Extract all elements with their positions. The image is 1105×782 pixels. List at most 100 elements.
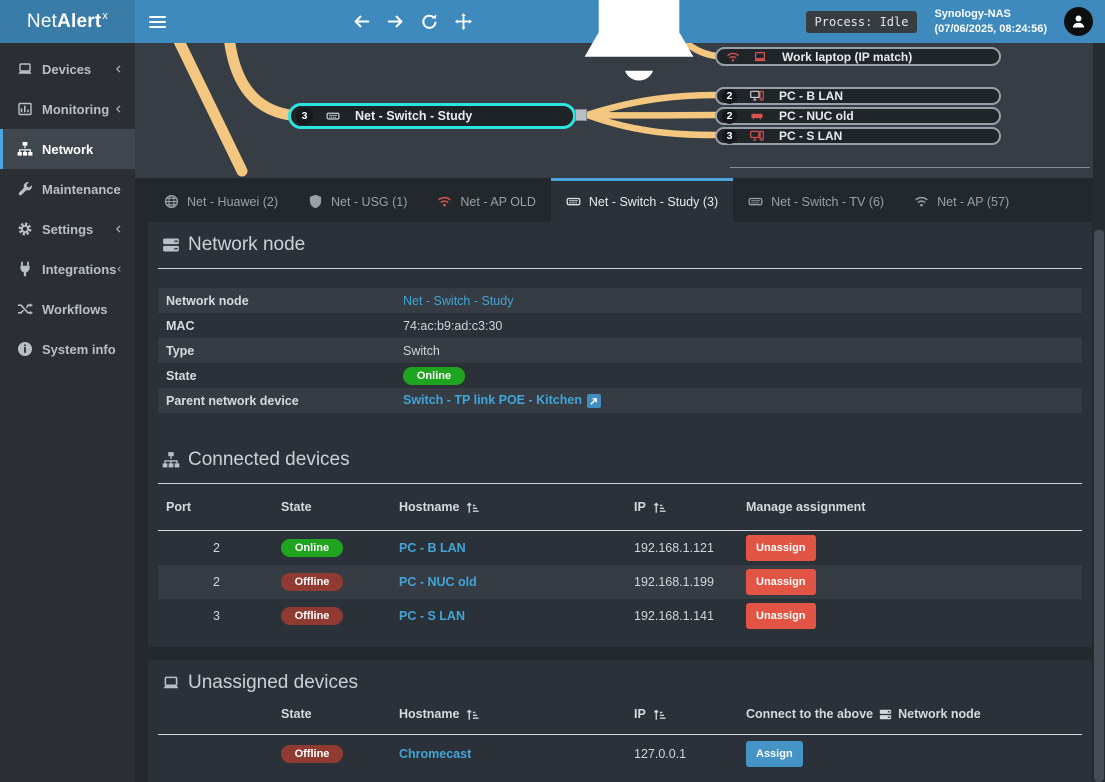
parent-device-link[interactable]: Switch - TP link POE - Kitchen [403, 392, 582, 407]
tab-net-huawei[interactable]: Net - Huawei (2) [149, 178, 293, 222]
hostname-link[interactable]: PC - B LAN [399, 541, 466, 555]
sidebar-item-settings[interactable]: Settings [0, 209, 135, 249]
sidebar-item-devices[interactable]: Devices [0, 49, 135, 89]
brand-sup: x [102, 9, 109, 22]
sidebar-item-integrations[interactable]: Integrations [0, 249, 135, 289]
scrollbar-thumb[interactable] [1094, 230, 1104, 782]
app-logo[interactable]: Net Alert x [0, 0, 135, 43]
shield-icon [308, 194, 323, 209]
tab-net-switch-tv[interactable]: Net - Switch - TV (6) [733, 178, 899, 222]
network-node-heading: Network node [158, 234, 1082, 256]
sidebar-item-monitoring[interactable]: Monitoring [0, 89, 135, 129]
port-badge: 3 [722, 128, 737, 144]
sidebar-item-label: Integrations [42, 261, 117, 277]
ip-cell: 192.168.1.141 [634, 609, 714, 623]
table-divider [158, 734, 1082, 735]
assign-button[interactable]: Assign [746, 741, 803, 767]
col-ip[interactable]: IP [626, 707, 738, 721]
info-icon [17, 341, 33, 357]
port-cell: 2 [213, 575, 220, 589]
detail-label: Network node [166, 293, 249, 308]
tab-net-usg[interactable]: Net - USG (1) [293, 178, 422, 222]
brand-text: Net [26, 10, 58, 32]
detail-label: MAC [166, 318, 195, 333]
hostname-link[interactable]: PC - S LAN [399, 609, 465, 623]
topology-connector-handle[interactable] [575, 109, 587, 121]
process-status-badge: Process: Idle [805, 10, 918, 33]
col-state: State [281, 707, 312, 721]
nav-back-icon[interactable] [353, 13, 370, 30]
section-title: Network node [188, 234, 306, 255]
sort-icon[interactable] [652, 501, 667, 514]
topology-node-pc-b-lan[interactable]: 2 PC - B LAN [715, 87, 1001, 105]
topology-node-pc-nuc-old[interactable]: 2 PC - NUC old [715, 107, 1001, 125]
col-manage: Manage assignment [746, 500, 866, 514]
vertical-scrollbar[interactable] [1093, 43, 1105, 782]
table-row: 3 Offline PC - S LAN 192.168.1.141 Unass… [158, 599, 1082, 633]
tab-label: Net - USG (1) [331, 194, 408, 209]
port-badge: 2 [722, 108, 737, 124]
connected-devices-table: Port State Hostname IP Manage assignment… [158, 484, 1082, 633]
notifications-button[interactable]: 7 [489, 0, 789, 97]
sidebar-item-label: Workflows [42, 301, 108, 317]
sidebar-item-workflows[interactable]: Workflows [0, 289, 135, 329]
bell-icon [489, 0, 789, 97]
tab-net-ap-old[interactable]: Net - AP OLD [422, 178, 551, 222]
type-value: Switch [403, 343, 440, 358]
server-name: Synology-NAS [934, 7, 1011, 20]
node-link[interactable]: Net - Switch - Study [403, 293, 514, 308]
unassign-button[interactable]: Unassign [746, 535, 816, 561]
sidebar-item-network[interactable]: Network [0, 129, 135, 169]
section-title: Connected devices [188, 449, 350, 470]
sort-icon[interactable] [652, 708, 667, 721]
section-divider [158, 483, 1082, 484]
status-badge: Offline [281, 745, 343, 763]
shuffle-icon [17, 301, 33, 317]
table-row: Offline Chromecast 127.0.0.1 Assign [158, 735, 1082, 773]
node-details-list: Network node Net - Switch - Study MAC 74… [158, 288, 1082, 413]
detail-label: Type [166, 343, 195, 358]
topology-node-work-laptop[interactable]: Work laptop (IP match) [715, 47, 1001, 66]
switch-icon [326, 109, 340, 123]
tab-net-ap[interactable]: Net - AP (57) [899, 178, 1024, 222]
user-avatar[interactable] [1064, 7, 1093, 36]
col-hostname[interactable]: Hostname [391, 707, 626, 721]
chart-icon [17, 101, 33, 117]
external-link-icon[interactable] [586, 394, 601, 409]
sort-icon[interactable] [465, 708, 480, 721]
network-topology-map[interactable]: 3 Net - Switch - Study Work laptop (IP m… [135, 43, 1105, 178]
col-state: State [281, 500, 312, 514]
section-title: Unassigned devices [188, 672, 359, 693]
chevron-left-icon [116, 263, 123, 275]
detail-label: Parent network device [166, 393, 299, 408]
wifi-icon [914, 194, 929, 209]
unassign-button[interactable]: Unassign [746, 603, 816, 629]
unassign-button[interactable]: Unassign [746, 569, 816, 595]
col-ip[interactable]: IP [626, 500, 738, 514]
hostname-link[interactable]: Chromecast [399, 747, 472, 761]
sidebar-toggle-button[interactable] [149, 0, 183, 43]
sidebar-item-system-info[interactable]: System info [0, 329, 135, 369]
wrench-icon [17, 181, 33, 197]
port-cell: 3 [213, 609, 220, 623]
tab-label: Net - Switch - TV (6) [771, 194, 885, 209]
port-cell: 2 [213, 541, 220, 555]
laptop-icon [162, 674, 180, 692]
move-icon[interactable] [455, 13, 472, 30]
topology-node-label: PC - S LAN [779, 129, 843, 143]
topology-node-selected[interactable]: 3 Net - Switch - Study [288, 103, 576, 129]
detail-row: Type Switch [158, 338, 1082, 363]
tab-label: Net - AP OLD [460, 194, 536, 209]
sidebar-item-maintenance[interactable]: Maintenance [0, 169, 135, 209]
network-node-card: Network node Network node Net - Switch -… [148, 222, 1092, 647]
sort-icon[interactable] [465, 501, 480, 514]
col-hostname[interactable]: Hostname [391, 500, 626, 514]
topology-node-pc-s-lan[interactable]: 3 PC - S LAN [715, 127, 1001, 145]
main-content: 3 Net - Switch - Study Work laptop (IP m… [135, 43, 1105, 782]
sidebar-item-label: Devices [42, 61, 92, 77]
nav-forward-icon[interactable] [387, 13, 404, 30]
tab-net-switch-study[interactable]: Net - Switch - Study (3) [550, 178, 734, 222]
sitemap-icon [162, 451, 180, 469]
hostname-link[interactable]: PC - NUC old [399, 575, 477, 589]
refresh-icon[interactable] [421, 13, 438, 30]
